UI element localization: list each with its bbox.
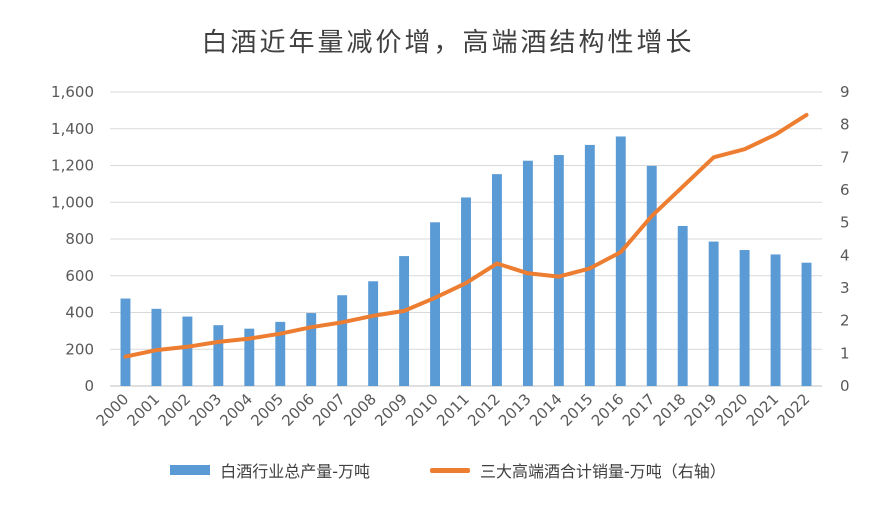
x-axis-tick-label: 2022	[774, 390, 814, 430]
x-axis-tick-label: 2001	[124, 390, 164, 430]
right-axis-tick-label: 5	[840, 214, 850, 232]
right-axis-tick-label: 0	[840, 377, 850, 395]
legend-label-production: 白酒行业总产量-万吨	[220, 462, 370, 481]
bar	[461, 197, 471, 386]
x-axis-tick-label: 2009	[371, 390, 411, 430]
x-axis-tick-label: 2021	[743, 390, 783, 430]
right-axis-tick-label: 7	[840, 148, 850, 166]
bar	[151, 308, 162, 386]
x-axis-tick-label: 2008	[340, 390, 380, 430]
x-axis-tick-label: 2012	[464, 390, 504, 430]
chart-title: 白酒近年量减价增，高端酒结构性增长	[201, 28, 695, 58]
left-axis-tick-label: 1,400	[51, 120, 94, 138]
bar	[646, 165, 657, 386]
x-axis-tick-label: 2002	[154, 390, 194, 430]
bar	[615, 136, 626, 386]
x-axis-tick-label: 2004	[216, 390, 256, 430]
right-axis-tick-label: 3	[840, 279, 850, 297]
x-axis-tick-label: 2010	[402, 390, 442, 430]
right-axis-tick-label: 6	[840, 181, 850, 199]
bar	[120, 298, 131, 386]
bar	[492, 174, 502, 386]
x-axis-tick-label: 2018	[650, 390, 690, 430]
x-axis-tick-label: 2011	[433, 390, 473, 430]
bar	[430, 222, 440, 386]
left-axis-tick-label: 0	[84, 377, 94, 395]
left-axis-ticks: 0 200 400 600 800 1,000 1,200 1,400 1,600	[51, 83, 94, 395]
right-axis-tick-label: 8	[840, 116, 850, 134]
legend-bar-swatch	[170, 465, 211, 475]
x-axis-tick-label: 2013	[495, 390, 535, 430]
bar	[182, 316, 193, 386]
right-axis-tick-label: 2	[840, 312, 850, 330]
legend: 白酒行业总产量-万吨 三大高端酒合计销量-万吨（右轴）	[0, 458, 896, 482]
bar	[399, 256, 410, 386]
bar	[244, 328, 255, 386]
bar	[584, 144, 595, 386]
x-axis-tick-label: 2017	[619, 390, 659, 430]
left-axis-tick-label: 1,000	[51, 193, 94, 211]
bar	[368, 281, 379, 386]
bar	[770, 254, 781, 386]
x-axis-tick-label: 2003	[185, 390, 225, 430]
bar	[306, 313, 317, 386]
chart-area: 0 200 400 600 800 1,000 1,200 1,400 1,600 0 1 2 3 4 5…	[51, 83, 850, 430]
bar	[553, 155, 564, 386]
x-axis-tick-label: 2000	[93, 390, 133, 430]
x-axis-tick-label: 2005	[247, 390, 287, 430]
bar	[275, 321, 286, 386]
right-axis-tick-label: 1	[840, 344, 850, 362]
bar	[739, 250, 750, 386]
right-axis-tick-label: 9	[840, 83, 850, 101]
x-axis-tick-label: 2014	[526, 390, 566, 430]
bar-series	[120, 136, 812, 386]
right-axis-ticks: 0 1 2 3 4 5 6 7 8 9	[840, 83, 850, 395]
left-axis-tick-label: 600	[65, 267, 94, 285]
bar	[213, 325, 224, 386]
x-axis-tick-label: 2007	[309, 390, 349, 430]
right-axis-tick-label: 4	[840, 246, 850, 264]
left-axis-tick-label: 800	[65, 230, 94, 248]
legend-item-premium-sales: 三大高端酒合计销量-万吨（右轴）	[430, 458, 726, 482]
bar	[708, 241, 719, 386]
x-axis-tick-label: 2016	[588, 390, 628, 430]
line-series	[123, 112, 809, 359]
left-axis-tick-label: 1,200	[51, 157, 94, 175]
x-axis-tick-label: 2015	[557, 390, 597, 430]
bar	[337, 295, 348, 386]
bar	[801, 262, 812, 386]
left-axis-tick-label: 1,600	[51, 83, 94, 101]
series-line	[123, 112, 809, 359]
x-axis-tick-label: 2019	[681, 390, 721, 430]
legend-line-swatch	[430, 467, 470, 473]
left-axis-tick-label: 200	[65, 340, 94, 358]
legend-label-premium-sales: 三大高端酒合计销量-万吨（右轴）	[480, 462, 726, 481]
left-axis-tick-label: 400	[65, 304, 94, 322]
x-axis-tick-label: 2006	[278, 390, 318, 430]
legend-item-production: 白酒行业总产量-万吨	[170, 458, 370, 482]
x-axis-tick-label: 2020	[712, 390, 752, 430]
x-axis-ticks: 2000200120022003200420052006200720082009…	[93, 390, 814, 430]
bar	[677, 225, 688, 386]
